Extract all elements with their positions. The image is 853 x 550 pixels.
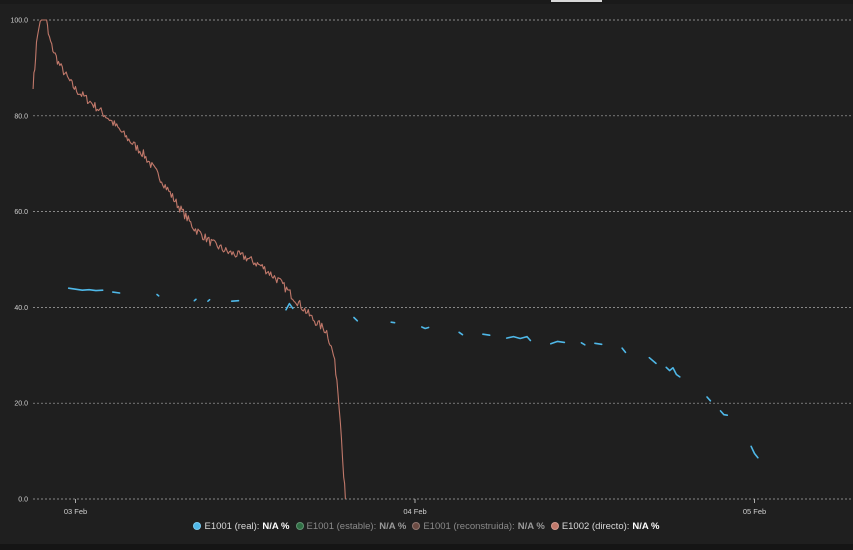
active-tab-indicator[interactable] [551, 0, 602, 2]
series-line-e1001-real [665, 366, 681, 378]
legend-label: E1001 (estable): [306, 520, 377, 532]
legend-dot-icon [295, 522, 304, 530]
legend-item-e1002-direct[interactable]: E1002 (directo): N/A % [550, 520, 660, 532]
legend-item-e1001-real[interactable]: E1001 (real): N/A % [193, 520, 290, 532]
series-line-e1001-real [750, 445, 759, 459]
y-tick-label: 40.0 [14, 305, 28, 312]
series-line-e1001-real [230, 299, 240, 302]
legend-value: N/A % [262, 520, 290, 532]
series-line-e1001-real [458, 331, 464, 336]
y-tick-label: 0.0 [18, 497, 28, 504]
series-line-e1001-real [550, 340, 566, 345]
legend-item-e1001-reconstructed[interactable]: E1001 (reconstruida): N/A % [412, 520, 545, 532]
x-tick-label: 05 Feb [743, 507, 766, 516]
legend-value: N/A % [379, 520, 407, 532]
top-bar [0, 0, 853, 4]
series-line-e1001-real [285, 302, 294, 311]
legend-item-e1001-stable[interactable]: E1001 (estable): N/A % [295, 520, 407, 532]
series-line-e1001-real [621, 347, 627, 354]
legend-dot-icon [412, 522, 421, 530]
series-line-e1001-real [706, 396, 712, 402]
series-line-e1001-real [353, 316, 359, 322]
y-tick-label: 80.0 [14, 113, 28, 120]
series-line-e1001-real [67, 287, 104, 292]
x-tick-label: 04 Feb [403, 507, 426, 516]
series-line-e1002-directo [32, 19, 346, 500]
series-line-e1001-real [648, 356, 657, 365]
legend-dot-icon [550, 522, 559, 530]
series-line-e1001-real [594, 342, 603, 346]
y-tick-label: 100.0 [10, 18, 28, 25]
series-line-e1001-real [505, 335, 532, 342]
legend-dot-icon [193, 522, 202, 530]
grid-lines [33, 19, 853, 500]
series-line-e1001-real [421, 326, 430, 330]
series-line-e1001-real [390, 321, 396, 324]
series-line-e1001-real [207, 298, 211, 302]
legend-label: E1002 (directo): [561, 520, 630, 532]
chart-legend: E1001 (real): N/A % E1001 (estable): N/A… [0, 519, 853, 533]
series-line-e1001-real [193, 298, 197, 302]
series-line-e1001-real [719, 410, 729, 416]
axis: 0.0 20.0 40.0 60.0 80.0 100.0 03 Feb 04 Feb 05 F… [10, 18, 766, 517]
legend-value: N/A % [632, 520, 660, 532]
x-tick-label: 03 Feb [64, 507, 87, 516]
series-line-e1001-real [112, 291, 121, 294]
legend-value: N/A % [517, 520, 545, 532]
series-layer [32, 19, 759, 500]
legend-label: E1001 (real): [204, 520, 260, 532]
series-line-e1001-real [156, 293, 160, 297]
legend-label: E1001 (reconstruida): [423, 520, 515, 532]
y-tick-label: 60.0 [14, 209, 28, 216]
series-line-e1001-real [580, 342, 586, 346]
y-tick-label: 20.0 [14, 401, 28, 408]
bottom-bar [0, 544, 853, 550]
series-line-e1001-real [482, 333, 491, 336]
